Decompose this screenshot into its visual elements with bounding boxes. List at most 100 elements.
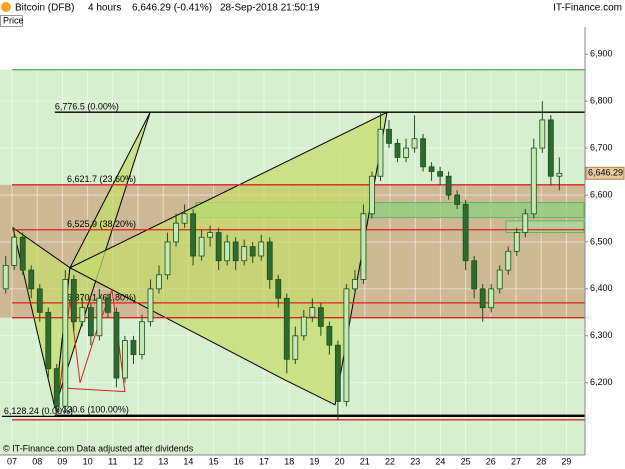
candle-body	[386, 128, 392, 144]
candle-body	[283, 297, 290, 360]
candle-body	[11, 236, 18, 266]
candle-body	[2, 265, 9, 290]
y-tick-label: 6,800	[590, 96, 613, 106]
candle-body	[241, 246, 248, 262]
candle-body	[36, 288, 43, 313]
candle-body	[190, 213, 196, 257]
candle-body	[505, 250, 512, 271]
candle-body	[173, 222, 179, 243]
candle-body	[317, 307, 324, 327]
candle-body	[454, 194, 461, 205]
candle-body	[403, 147, 409, 158]
candle-body	[266, 241, 273, 280]
candle-body	[496, 269, 503, 290]
x-tick-label: 23	[410, 456, 420, 466]
x-tick-label: 09	[57, 456, 67, 466]
candle-body	[224, 241, 231, 262]
x-tick-label: 19	[309, 456, 319, 466]
candle-body	[79, 307, 86, 323]
zone-box	[505, 220, 585, 234]
candle-body	[164, 241, 171, 276]
panel-tab	[0, 15, 23, 27]
candle-body	[334, 344, 341, 402]
y-tick-label: 6,900	[590, 49, 613, 59]
x-tick-label: 18	[284, 456, 294, 466]
candle-body	[275, 279, 282, 299]
x-tick-label: 20	[335, 456, 345, 466]
header-bar	[0, 0, 625, 15]
x-tick-label: 24	[435, 456, 445, 466]
x-tick-label: 11	[108, 456, 117, 466]
x-tick-label: 25	[461, 456, 471, 466]
candle-body	[343, 288, 350, 402]
level-label: 6,370.1 (61.80%)	[67, 292, 136, 302]
candle-body	[326, 326, 333, 346]
y-tick-label: 6,500	[590, 236, 613, 246]
x-tick-label: 15	[209, 456, 219, 466]
x-tick-label: 07	[7, 456, 17, 466]
x-tick-label: 14	[183, 456, 193, 466]
candle-body	[377, 128, 384, 177]
instrument: Bitcoin (DFB)	[15, 3, 74, 14]
candle-body	[45, 311, 52, 370]
x-axis-area	[0, 455, 625, 469]
x-tick-label: 28	[536, 456, 546, 466]
candle-body	[428, 166, 435, 172]
candle-body	[156, 274, 162, 290]
candle-body	[445, 175, 452, 196]
timestamp: 28-Sep-2018 21:50:19	[220, 3, 320, 14]
x-tick-label: 10	[83, 456, 93, 466]
y-tick-label: 6,200	[590, 377, 613, 387]
x-tick-label: 26	[486, 456, 496, 466]
candle-body	[488, 288, 495, 309]
candle-body	[130, 340, 137, 355]
y-tick-label: 6,300	[590, 330, 613, 340]
candle-body	[181, 213, 188, 224]
candle-body	[87, 307, 94, 337]
footer: © IT-Finance.com Data adjusted after div…	[3, 443, 194, 453]
candle-body	[105, 297, 111, 313]
candle-body	[530, 147, 537, 215]
candle-body	[292, 335, 299, 360]
candle-body	[437, 171, 443, 177]
candle-body	[215, 232, 222, 262]
level-label: 6,621.7 (23.60%)	[67, 174, 136, 184]
candle-body	[258, 241, 265, 257]
level-label: 6,128.24 (0.00%)	[4, 406, 73, 416]
candle-body	[462, 203, 469, 262]
level-label: 6,130.6 (100.00%)	[55, 405, 129, 415]
candle-body	[207, 232, 214, 238]
x-tick-label: 17	[259, 456, 269, 466]
candle-body	[309, 307, 316, 318]
level-label: 6,525.9 (38.20%)	[67, 219, 136, 229]
x-tick-label: 27	[511, 456, 521, 466]
x-tick-label: 08	[32, 456, 42, 466]
candle-body	[300, 316, 307, 337]
candle-body	[147, 288, 154, 323]
icon	[1, 2, 11, 12]
candle-body	[113, 311, 120, 379]
candle-body	[522, 213, 529, 233]
candle-body	[360, 213, 367, 280]
panel-label: Price	[3, 15, 24, 25]
candle-body	[513, 232, 520, 252]
x-tick-label: 13	[158, 456, 168, 466]
candle-body	[122, 340, 128, 379]
candle-body	[369, 175, 375, 215]
candle-body	[420, 138, 426, 168]
y-axis-area	[585, 27, 625, 469]
quote: 6,646.29 (-0.41%)	[132, 3, 212, 14]
candle-body	[139, 321, 145, 355]
x-tick-label: 22	[385, 456, 395, 466]
candle-body	[479, 288, 486, 309]
period: 4 hours	[88, 3, 121, 14]
x-tick-label: 16	[234, 456, 244, 466]
candle-body	[28, 269, 35, 290]
candle-body	[19, 236, 26, 271]
candle-body	[471, 260, 478, 290]
candle-body	[352, 279, 358, 290]
candle-body	[70, 279, 77, 323]
candle-body	[411, 138, 418, 149]
candle-body	[394, 142, 401, 158]
